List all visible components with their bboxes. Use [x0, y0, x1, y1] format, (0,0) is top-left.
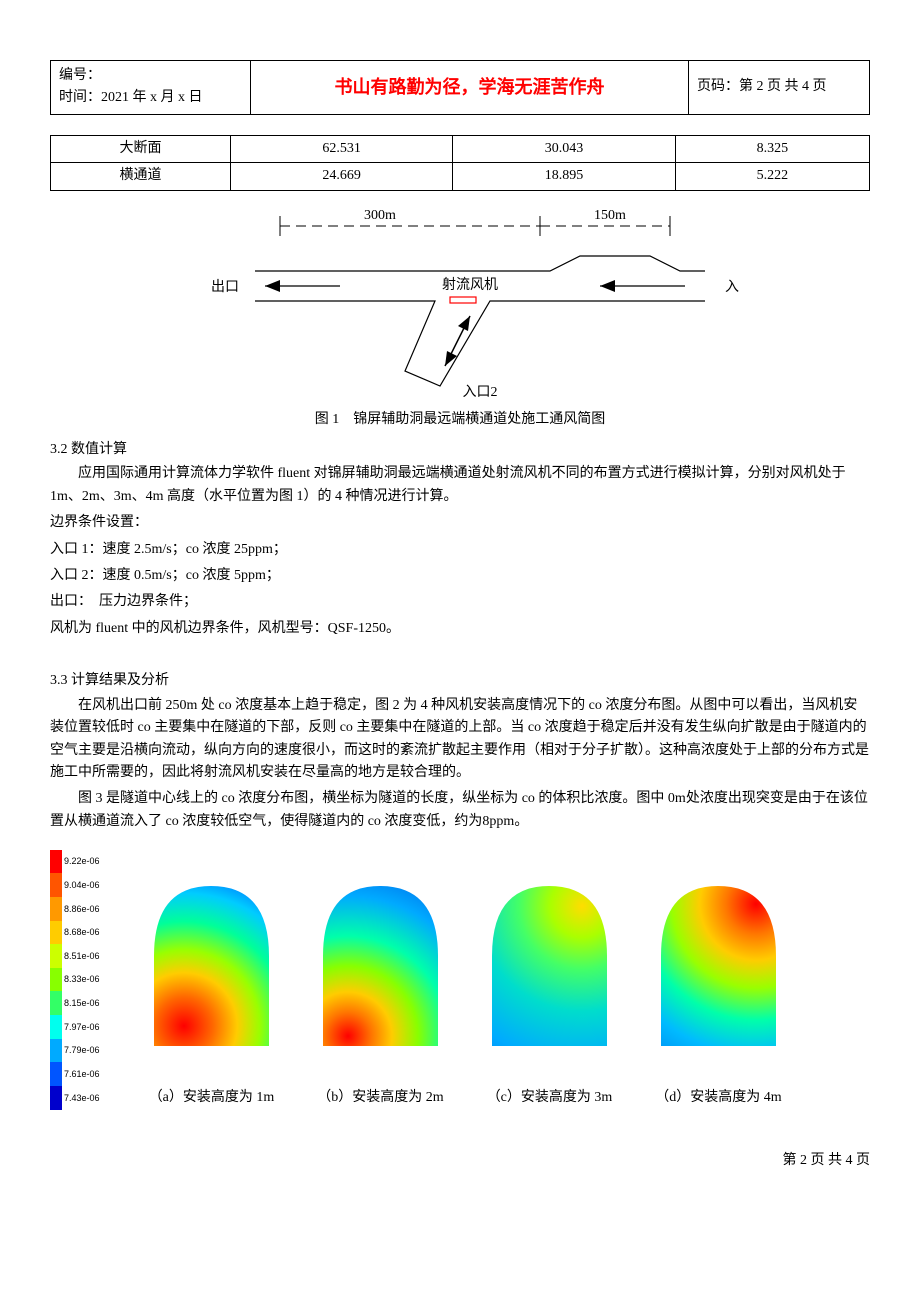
colorbar-label: 9.22e-06: [64, 854, 100, 868]
colorbar-label: 9.04e-06: [64, 878, 100, 892]
section-3-3-title: 3.3 计算结果及分析: [50, 670, 870, 692]
colorbar-entry: 9.22e-06: [50, 850, 120, 874]
table-cell: 30.043: [453, 135, 675, 162]
colorbar-entry: 9.04e-06: [50, 873, 120, 897]
colorbar-entry: 7.61e-06: [50, 1062, 120, 1086]
heatmaps-row: 9.22e-06 9.04e-06 8.86e-06 8.68e-06 8.51e-06…: [50, 841, 870, 1109]
table-cell: 大断面: [51, 135, 231, 162]
color-swatch: [50, 921, 62, 945]
page-header: 编号： 时间：2021 年 x 月 x 日 书山有路勤为径，学海无涯苦作舟 页码…: [50, 60, 870, 115]
colorbar-label: 8.15e-06: [64, 996, 100, 1010]
color-swatch: [50, 873, 62, 897]
header-motto: 书山有路勤为径，学海无涯苦作舟: [251, 61, 689, 114]
page-footer: 第 2 页 共 4 页: [50, 1150, 870, 1172]
colorbar-label: 8.86e-06: [64, 902, 100, 916]
heatmap-c-caption: （c）安装高度为 3m: [487, 1087, 613, 1109]
colorbar-label: 8.68e-06: [64, 925, 100, 939]
table-cell: 24.669: [231, 163, 453, 190]
colorbar-entry: 7.97e-06: [50, 1015, 120, 1039]
bc-line: 入口 2：速度 0.5m/s；co 浓度 5ppm；: [50, 565, 870, 587]
section-3-2-p1: 应用国际通用计算流体力学软件 fluent 对锦屏辅助洞最远端横通道处射流风机不…: [50, 463, 870, 508]
table-cell: 8.325: [675, 135, 869, 162]
figure1-diagram: 300m 150m 射流风机 出口 入口1 入口2: [180, 201, 740, 401]
header-left: 编号： 时间：2021 年 x 月 x 日: [51, 61, 251, 114]
length-label-right: 150m: [594, 208, 626, 223]
color-swatch: [50, 1015, 62, 1039]
fan-icon: [450, 297, 476, 303]
heatmap-b: （b）安装高度为 2m: [303, 841, 458, 1109]
bc-line: 边界条件设置：: [50, 512, 870, 534]
color-swatch: [50, 850, 62, 874]
section-3-2-title: 3.2 数值计算: [50, 439, 870, 461]
heatmap-a: （a）安装高度为 1m: [134, 841, 289, 1109]
colorbar-label: 7.61e-06: [64, 1067, 100, 1081]
heatmap-b-caption: （b）安装高度为 2m: [317, 1087, 443, 1109]
heatmap-d: （d）安装高度为 4m: [641, 841, 796, 1109]
colorbar-entry: 8.33e-06: [50, 968, 120, 992]
header-page: 页码：第 2 页 共 4 页: [689, 61, 869, 114]
color-swatch: [50, 944, 62, 968]
color-swatch: [50, 1062, 62, 1086]
figure1-caption: 图 1 锦屏辅助洞最远端横通道处施工通风简图: [50, 409, 870, 431]
heatmap-d-caption: （d）安装高度为 4m: [655, 1087, 781, 1109]
bc-line: 风机为 fluent 中的风机边界条件，风机型号：QSF-1250。: [50, 618, 870, 640]
time-label: 时间：2021 年 x 月 x 日: [59, 87, 242, 109]
colorbar-entry: 8.68e-06: [50, 921, 120, 945]
colorbar-label: 8.51e-06: [64, 949, 100, 963]
table-cell: 横通道: [51, 163, 231, 190]
colorbar-entry: 8.15e-06: [50, 991, 120, 1015]
colorbar-label: 7.97e-06: [64, 1020, 100, 1034]
inlet1-label: 入口1: [725, 280, 740, 295]
table-row: 横通道 24.669 18.895 5.222: [51, 163, 870, 190]
color-swatch: [50, 991, 62, 1015]
data-table: 大断面 62.531 30.043 8.325 横通道 24.669 18.89…: [50, 135, 870, 191]
inlet2-label: 入口2: [463, 385, 498, 400]
section-3-3-p1: 在风机出口前 250m 处 co 浓度基本上趋于稳定，图 2 为 4 种风机安装…: [50, 695, 870, 785]
colorbar-entry: 8.86e-06: [50, 897, 120, 921]
exit-label: 出口: [211, 279, 239, 295]
heatmap-c: （c）安装高度为 3m: [472, 841, 627, 1109]
heatmap-a-caption: （a）安装高度为 1m: [149, 1087, 275, 1109]
color-swatch: [50, 1086, 62, 1110]
fan-label: 射流风机: [442, 277, 498, 293]
color-swatch: [50, 1039, 62, 1063]
length-label-left: 300m: [364, 208, 396, 223]
colorbar-label: 7.79e-06: [64, 1043, 100, 1057]
color-swatch: [50, 968, 62, 992]
table-cell: 62.531: [231, 135, 453, 162]
colorbar-entry: 7.79e-06: [50, 1039, 120, 1063]
section-3-3-p2: 图 3 是隧道中心线上的 co 浓度分布图，横坐标为隧道的长度，纵坐标为 co …: [50, 788, 870, 833]
colorbar-label: 8.33e-06: [64, 972, 100, 986]
bc-line: 入口 1：速度 2.5m/s；co 浓度 25ppm；: [50, 539, 870, 561]
table-row: 大断面 62.531 30.043 8.325: [51, 135, 870, 162]
colorbar-entry: 8.51e-06: [50, 944, 120, 968]
color-swatch: [50, 897, 62, 921]
colorbar-label: 7.43e-06: [64, 1091, 100, 1105]
table-cell: 18.895: [453, 163, 675, 190]
colorbar-entry: 7.43e-06: [50, 1086, 120, 1110]
colorbar: 9.22e-06 9.04e-06 8.86e-06 8.68e-06 8.51e-06…: [50, 850, 120, 1110]
table-cell: 5.222: [675, 163, 869, 190]
bc-line: 出口： 压力边界条件；: [50, 591, 870, 613]
code-label: 编号：: [59, 65, 242, 87]
